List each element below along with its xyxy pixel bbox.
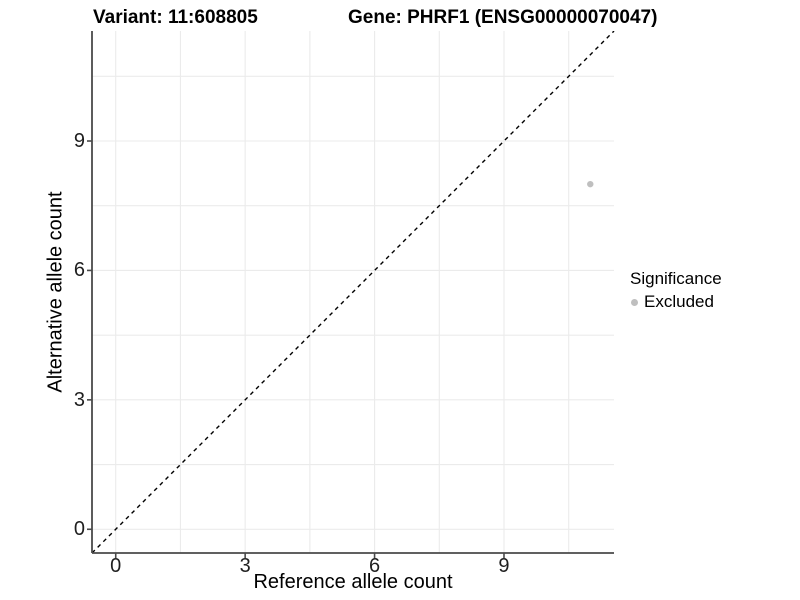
y-tick-label: 6 bbox=[73, 259, 85, 282]
legend-item-label: Excluded bbox=[644, 292, 714, 311]
y-tick-label: 3 bbox=[73, 388, 85, 411]
legend-title: Significance bbox=[630, 269, 722, 288]
x-tick-label: 6 bbox=[369, 555, 381, 577]
data-point bbox=[587, 180, 594, 188]
y-tick-label: 9 bbox=[73, 130, 85, 152]
legend-key-dot-icon bbox=[631, 298, 638, 306]
x-tick-label: 9 bbox=[498, 555, 510, 577]
variant-title: Variant: 11:608805 bbox=[93, 7, 258, 28]
plot-panel bbox=[87, 31, 615, 558]
gene-title: Gene: PHRF1 (ENSG00000070047) bbox=[348, 7, 658, 28]
legend: Significance Excluded bbox=[630, 269, 722, 312]
y-tick-label: 0 bbox=[73, 518, 85, 541]
legend-item-excluded: Excluded bbox=[631, 292, 722, 312]
x-tick-label: 3 bbox=[239, 555, 251, 577]
identity-line bbox=[91, 31, 615, 554]
x-tick-label: 0 bbox=[110, 555, 122, 577]
y-axis-title: Alternative allele count bbox=[44, 191, 67, 393]
x-axis-title: Reference allele count bbox=[253, 571, 453, 593]
